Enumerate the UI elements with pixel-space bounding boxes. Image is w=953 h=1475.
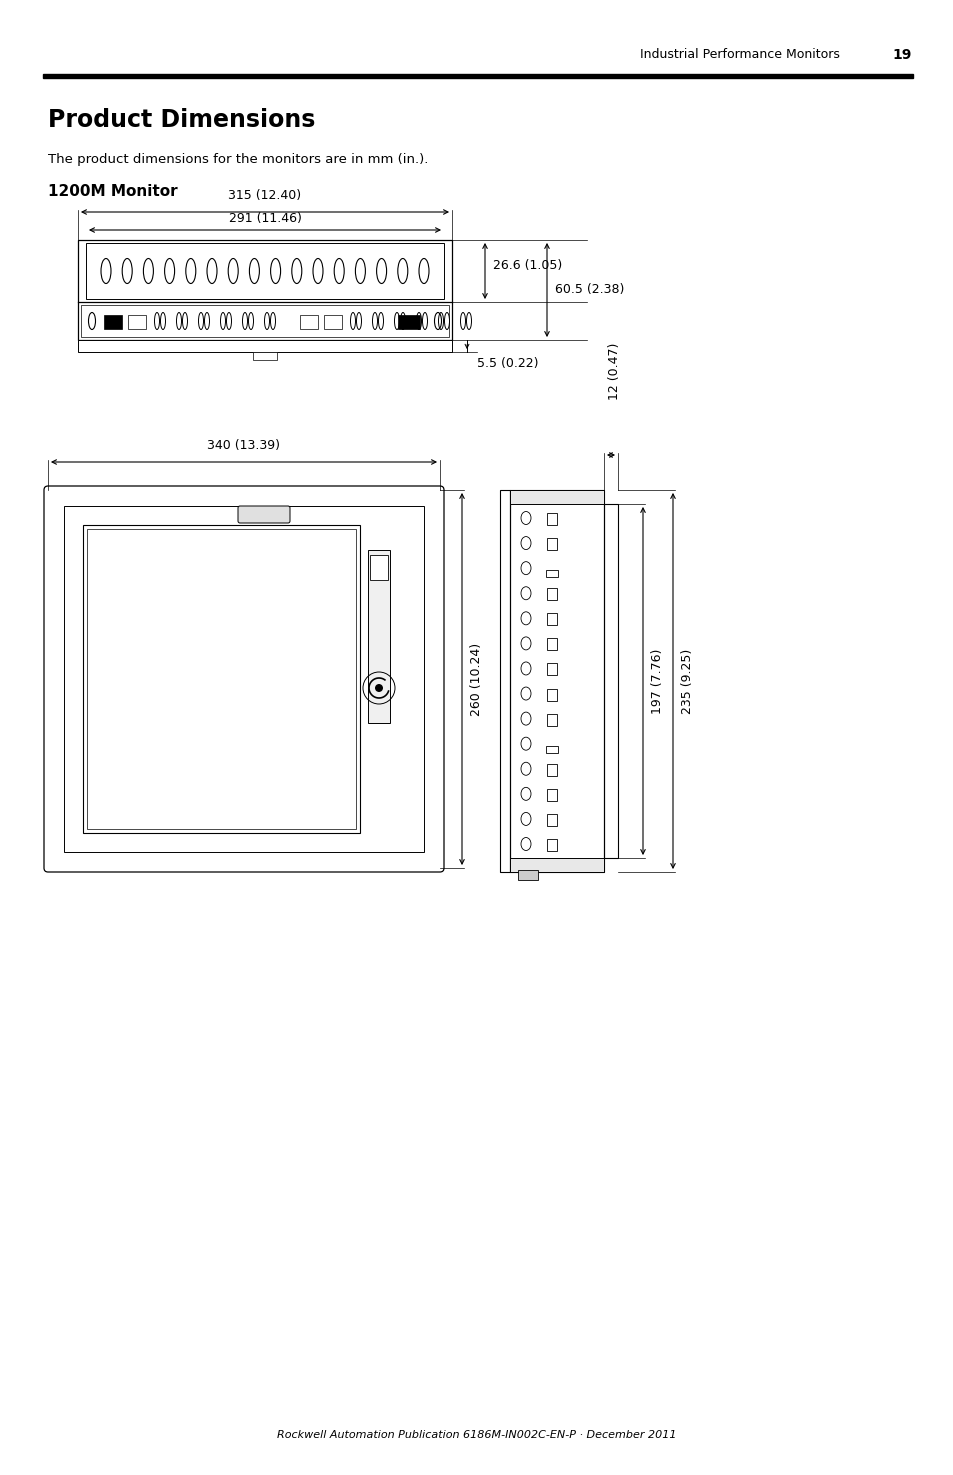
Text: Rockwell Automation Publication 6186M-IN002C-EN-P · December 2011: Rockwell Automation Publication 6186M-IN… [277, 1429, 676, 1440]
Bar [83, 525, 359, 833]
Bar [78, 240, 452, 341]
Bar [546, 639, 557, 650]
Bar [81, 305, 449, 336]
Bar [299, 316, 317, 329]
Bar [370, 555, 388, 580]
FancyBboxPatch shape [237, 506, 290, 524]
Bar [64, 506, 423, 853]
Text: 1200M Monitor: 1200M Monitor [48, 184, 177, 199]
Text: Product Dimensions: Product Dimensions [48, 108, 315, 131]
Bar [603, 504, 618, 858]
Bar [368, 550, 390, 723]
Text: 60.5 (2.38): 60.5 (2.38) [555, 283, 623, 296]
Bar [545, 571, 558, 577]
Bar [546, 789, 557, 801]
Text: 19: 19 [892, 49, 911, 62]
Text: 5.5 (0.22): 5.5 (0.22) [476, 357, 537, 370]
Bar [104, 316, 122, 329]
Text: Industrial Performance Monitors: Industrial Performance Monitors [639, 49, 840, 62]
Bar [546, 689, 557, 701]
Text: 315 (12.40): 315 (12.40) [228, 189, 301, 202]
Text: The product dimensions for the monitors are in mm (in.).: The product dimensions for the monitors … [48, 153, 428, 167]
Bar [546, 513, 557, 525]
Bar [499, 490, 510, 872]
Bar [43, 74, 912, 78]
Bar [546, 714, 557, 726]
Bar [546, 764, 557, 776]
Bar [510, 858, 603, 872]
Bar [545, 746, 558, 752]
Text: 260 (10.24): 260 (10.24) [470, 643, 482, 715]
Bar [397, 316, 419, 329]
Text: 291 (11.46): 291 (11.46) [229, 212, 301, 226]
Bar [546, 538, 557, 550]
Bar [253, 353, 276, 360]
Text: 197 (7.76): 197 (7.76) [650, 649, 663, 714]
Bar [546, 664, 557, 676]
Text: 340 (13.39): 340 (13.39) [208, 440, 280, 451]
Text: 235 (9.25): 235 (9.25) [680, 649, 693, 714]
Bar [128, 316, 146, 329]
Text: 12 (0.47): 12 (0.47) [608, 342, 620, 400]
Bar [517, 870, 537, 881]
Bar [510, 490, 603, 872]
Bar [87, 530, 355, 829]
Bar [546, 589, 557, 600]
Bar [546, 814, 557, 826]
Text: 26.6 (1.05): 26.6 (1.05) [493, 260, 561, 273]
Bar [546, 839, 557, 851]
Bar [86, 243, 443, 299]
Bar [78, 341, 452, 353]
Bar [546, 614, 557, 625]
Bar [510, 490, 603, 504]
Bar [324, 316, 341, 329]
Circle shape [375, 684, 382, 692]
